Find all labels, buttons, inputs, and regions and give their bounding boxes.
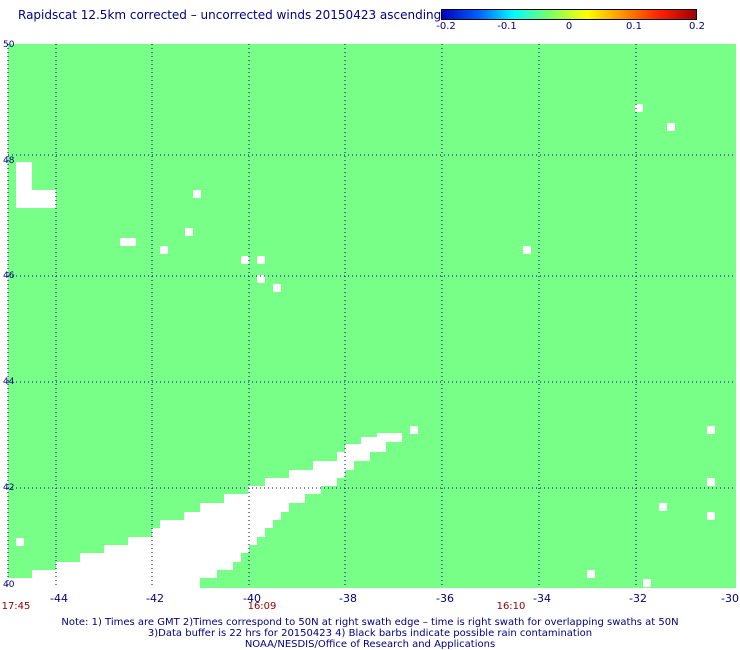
color-scale-tick: 0.1 bbox=[626, 21, 642, 32]
no-data-cell bbox=[120, 238, 136, 246]
no-data-cell bbox=[160, 246, 168, 254]
no-data-cell bbox=[707, 478, 715, 486]
no-data-cell bbox=[707, 512, 715, 520]
no-data-cell bbox=[667, 123, 675, 131]
no-data-cell bbox=[587, 570, 595, 578]
longitude-label: -44 bbox=[50, 592, 68, 605]
no-data-cell bbox=[257, 275, 265, 283]
swath-time-label: 16:10 bbox=[496, 601, 526, 612]
map-field bbox=[8, 44, 736, 588]
no-data-cell bbox=[257, 256, 265, 264]
longitude-label: -40 bbox=[243, 592, 261, 605]
no-data-cell bbox=[659, 503, 667, 511]
swath-time-label: 16:09 bbox=[247, 601, 277, 612]
latitude-label: 40 bbox=[3, 580, 15, 590]
swath-time-label: 17:45 bbox=[1, 601, 31, 612]
longitude-label: -36 bbox=[436, 592, 454, 605]
longitude-label: -34 bbox=[533, 592, 551, 605]
no-data-cell bbox=[241, 256, 249, 264]
footnote-line-2: 3)Data buffer is 22 hrs for 20150423 4) … bbox=[147, 628, 593, 639]
latitude-label: 46 bbox=[3, 271, 15, 281]
color-scale-tick: -0.2 bbox=[436, 21, 456, 32]
longitude-label: -30 bbox=[721, 592, 739, 605]
footnote-line-1: Note: 1) Times are GMT 2)Times correspon… bbox=[61, 617, 679, 628]
latitude-label: 50 bbox=[3, 40, 15, 50]
no-data-cell bbox=[193, 190, 201, 198]
color-scale-tick: 0 bbox=[565, 21, 573, 32]
footnote-line-3: NOAA/NESDIS/Office of Research and Appli… bbox=[244, 639, 496, 650]
no-data-cell bbox=[32, 190, 56, 208]
longitude-label: -42 bbox=[146, 592, 164, 605]
graticule bbox=[8, 44, 736, 588]
no-data-cell bbox=[185, 228, 193, 236]
no-data-cell bbox=[16, 538, 24, 546]
no-data-regions bbox=[8, 104, 715, 588]
color-scale-bar bbox=[441, 9, 697, 20]
longitude-label: -32 bbox=[629, 592, 647, 605]
no-data-cell bbox=[635, 104, 643, 112]
no-data-cell bbox=[643, 579, 651, 587]
latitude-label: 44 bbox=[3, 377, 15, 387]
longitude-label: -38 bbox=[339, 592, 357, 605]
no-data-cell bbox=[16, 162, 32, 208]
no-data-cell bbox=[523, 246, 531, 254]
latitude-label: 48 bbox=[3, 156, 15, 166]
color-scale-tick: 0.2 bbox=[689, 21, 705, 32]
swath-gap bbox=[8, 433, 402, 588]
no-data-cell bbox=[410, 426, 418, 434]
no-data-cell bbox=[273, 284, 281, 292]
color-scale-tick: -0.1 bbox=[497, 21, 517, 32]
latitude-label: 42 bbox=[3, 483, 15, 493]
no-data-cell bbox=[707, 426, 715, 434]
map-title: Rapidscat 12.5km corrected – uncorrected… bbox=[18, 8, 442, 22]
